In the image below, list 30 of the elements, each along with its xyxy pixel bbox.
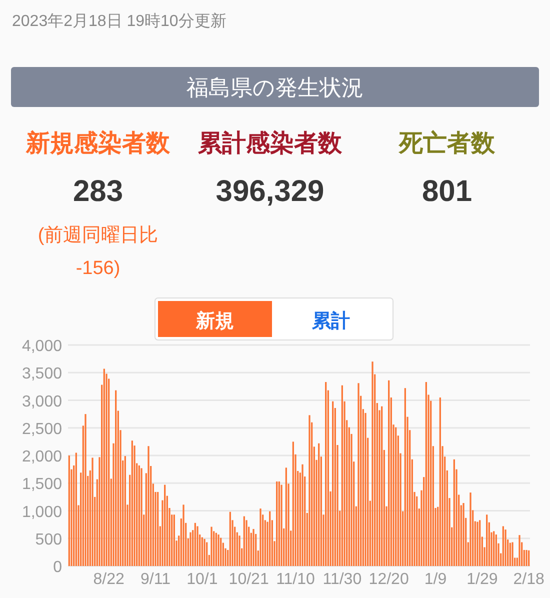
text: (前週同曜日比 -156): [38, 225, 158, 279]
text: 801: [422, 175, 472, 208]
x-tick-label: 10/1: [186, 571, 218, 588]
x-tick-label: 10/21: [228, 571, 269, 588]
y-tick-label: 2,000: [22, 448, 62, 466]
x-tick-label: 11/10: [276, 571, 316, 588]
x-tick-label: 9/11: [140, 571, 171, 588]
x-tick-label: 1/9: [424, 571, 447, 588]
text: 396,329: [216, 175, 324, 208]
x-tick-label: 1/29: [466, 571, 498, 588]
x-tick-label: 2/18: [513, 571, 545, 588]
text: 283: [72, 175, 124, 208]
x-tick-label: 11/30: [322, 571, 362, 588]
y-tick-label: 2,500: [22, 420, 62, 438]
category-label: 死亡者数: [398, 129, 496, 157]
y-tick-label: 500: [35, 531, 62, 548]
y-tick-label: 3,500: [22, 366, 62, 383]
y-tick-label: 1,500: [22, 476, 62, 494]
y-tick-label: 1,000: [22, 504, 62, 521]
x-tick-label: 8/22: [93, 571, 125, 588]
text: 2023年2月18日 19時10分更新: [12, 12, 226, 30]
text: 新規: [195, 310, 234, 332]
y-tick-label: 3,000: [22, 393, 62, 410]
category-label: 累計感染者数: [197, 130, 343, 157]
y-tick-label: 4,000: [22, 338, 62, 355]
y-tick-label: 0: [53, 559, 62, 576]
text: 福島県の発生状況: [186, 75, 364, 100]
x-tick-label: 12/20: [368, 571, 409, 588]
category-label: 新規感染者数: [25, 130, 171, 157]
text: 累計: [311, 310, 350, 332]
